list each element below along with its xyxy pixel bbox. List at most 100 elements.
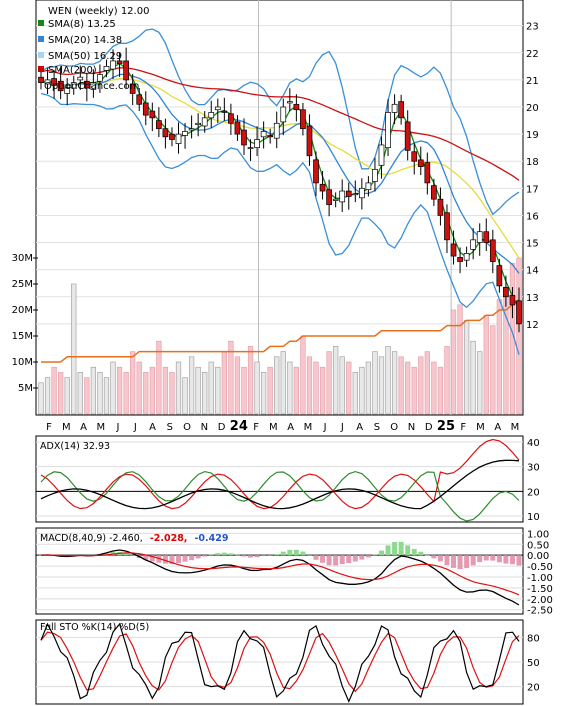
macd-hist-bar	[38, 555, 44, 556]
volume-bar	[228, 340, 234, 415]
sto-gridlines	[36, 636, 523, 688]
volume-bar	[280, 351, 286, 415]
adx-label: ADX(14) 32.93	[40, 441, 110, 452]
macd-hist-bar	[352, 555, 358, 562]
macd-hist-bar	[130, 555, 136, 556]
volume-bar	[496, 299, 502, 415]
price-tick-label: 16	[526, 211, 539, 222]
macd-hist-bar	[359, 555, 365, 560]
candle-body	[208, 112, 215, 119]
candle-body	[273, 122, 280, 139]
x-tick-label: D	[425, 422, 433, 433]
x-tick-label: M	[304, 422, 313, 433]
adx-minus-di-line	[40, 438, 520, 510]
volume-bar	[77, 372, 83, 415]
candle-body	[424, 162, 431, 184]
volume-bar	[378, 356, 385, 415]
volume-bar	[385, 346, 391, 415]
sto-k-line	[40, 622, 520, 703]
macd-hist-bar	[208, 554, 214, 556]
price-panel-frame	[35, 0, 524, 416]
price-tick-label: 15	[526, 239, 539, 250]
sub-tick-label: 10	[527, 512, 540, 523]
volume-bar	[339, 356, 345, 415]
macd-hist-bar	[320, 555, 326, 563]
sub-tick-label: 20	[527, 487, 540, 498]
macd-hist-bar	[169, 555, 175, 564]
macd-hist-bar	[509, 555, 515, 565]
legend-swatch-sma50	[38, 52, 44, 58]
sub-tick-label: 0.50	[527, 540, 549, 551]
x-tick-label: M	[96, 422, 105, 433]
volume-bar	[169, 372, 175, 415]
volume-bars	[38, 257, 522, 415]
volume-bar	[490, 325, 496, 415]
x-tick-label: S	[167, 422, 173, 433]
candle-body	[483, 231, 490, 243]
candle-body	[444, 212, 450, 241]
macd-hist-bar	[182, 555, 188, 562]
x-tick-label: A	[287, 422, 294, 433]
volume-bar	[424, 351, 430, 415]
candle-body	[116, 60, 123, 64]
macd-hist-bar	[424, 555, 430, 556]
volume-bar	[306, 356, 313, 415]
candle-body	[149, 110, 156, 119]
volume-bar	[359, 366, 365, 415]
x-tick-label: D	[218, 422, 226, 433]
x-tick-label: N	[408, 422, 415, 433]
price-tick-label: 18	[526, 157, 539, 168]
sto-label: Full STO %K(14) %D(5)	[40, 622, 149, 633]
volume-bar	[477, 351, 483, 415]
macd-axis-labels: 1.000.500.00-0.50-1.00-1.50-2.00-2.50	[527, 529, 553, 616]
adx-gridlines	[36, 441, 523, 517]
x-tick-label: A	[80, 422, 87, 433]
macd-signal-line	[40, 552, 520, 596]
candle-body	[476, 231, 483, 243]
macd-hist-bar	[189, 555, 195, 561]
volume-bar	[261, 372, 267, 415]
volume-average-line	[41, 299, 520, 363]
macd-hist-bar	[372, 554, 378, 556]
x-tick-label: M	[62, 422, 71, 433]
macd-hist-bar	[483, 555, 489, 561]
candle-body	[221, 110, 228, 113]
x-tick-label: J	[116, 422, 120, 433]
candle-body	[77, 76, 84, 81]
volume-bar	[97, 372, 103, 415]
macd-hist-bar	[267, 555, 273, 556]
sub-tick-label: 0.00	[527, 551, 549, 562]
x-tick-label: F	[253, 422, 259, 433]
volume-tick-label: 25M	[12, 279, 33, 290]
volume-bar	[333, 346, 339, 415]
candle-body	[391, 103, 398, 113]
candle-body	[260, 131, 267, 138]
macd-hist-bar	[143, 555, 149, 561]
volume-bar	[149, 366, 155, 415]
candlesticks	[38, 47, 522, 333]
volume-bar	[162, 366, 169, 415]
candle-body	[431, 185, 437, 200]
candle-body	[417, 159, 424, 167]
macd-hist-bar	[261, 555, 267, 557]
price-gridlines	[36, 0, 523, 415]
macd-hist-bar	[444, 555, 450, 566]
volume-bar	[254, 361, 260, 415]
candle-body	[450, 243, 457, 257]
macd-hist-bar	[306, 555, 312, 556]
macd-hist-bar	[149, 555, 155, 562]
candle-body	[38, 76, 44, 83]
adx-line	[40, 459, 520, 510]
candle-body	[313, 159, 319, 184]
macd-hist-bar	[365, 555, 371, 558]
watermark: OptionChance.com	[44, 81, 139, 92]
macd-hist-bar	[313, 555, 319, 560]
candle-body	[57, 80, 64, 92]
volume-bar	[38, 382, 44, 415]
candle-body	[345, 190, 352, 197]
macd-hist-bar	[326, 555, 332, 566]
candle-body	[254, 139, 260, 149]
macd-hist-bar	[287, 549, 293, 556]
volume-bar	[444, 346, 450, 415]
volume-bar	[398, 356, 404, 415]
